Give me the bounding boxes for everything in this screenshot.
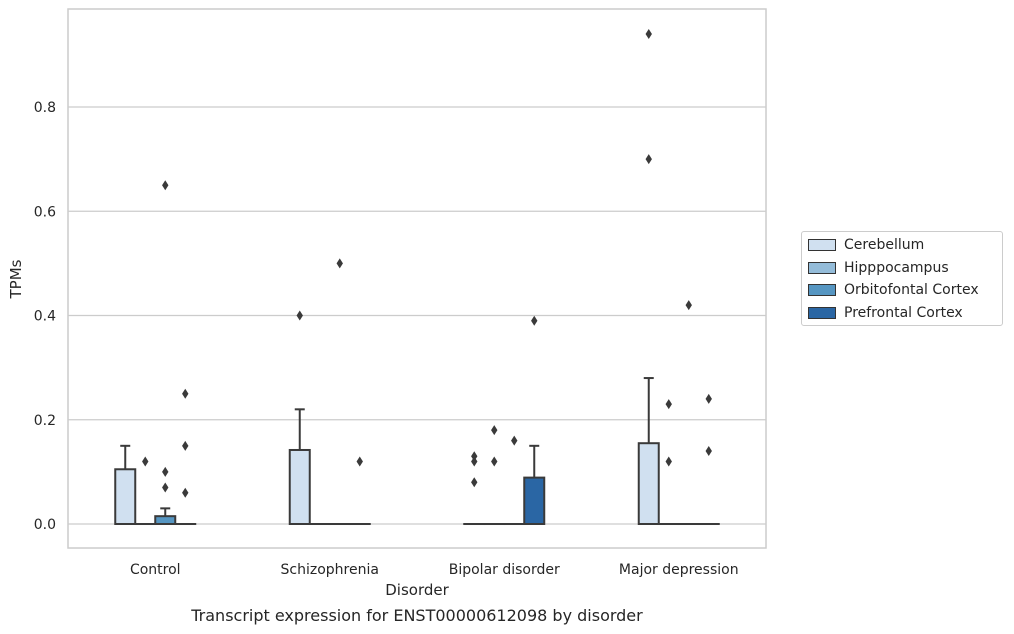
outlier-point <box>491 456 498 467</box>
box-cerebellum <box>637 442 660 525</box>
outlier-point <box>142 456 149 467</box>
outlier-point <box>705 393 712 404</box>
x-tick-label: Control <box>130 562 181 578</box>
y-tick-label: 0.0 <box>34 517 56 533</box>
y-axis-label: TPMs <box>7 259 25 299</box>
outlier-point <box>296 310 303 321</box>
outlier-point <box>182 388 189 399</box>
legend-swatch <box>808 307 836 319</box>
legend-item-prefrontal-cortex: Prefrontal Cortex <box>808 303 963 323</box>
legend-label: Prefrontal Cortex <box>844 305 963 321</box>
x-tick-labels: Control Schizophrenia Bipolar disorder Majo… <box>130 562 739 578</box>
legend-label: Hipppocampus <box>844 260 949 276</box>
x-tick-label: Schizophrenia <box>281 562 379 578</box>
y-tick-label: 0.2 <box>34 413 56 429</box>
outlier-point <box>336 258 343 269</box>
outlier-point <box>665 456 672 467</box>
legend-swatch <box>808 284 836 296</box>
y-tick-label: 0.8 <box>34 100 56 116</box>
outlier-point <box>645 29 652 40</box>
outlier-marks <box>142 29 712 498</box>
outlier-point <box>356 456 363 467</box>
chart-caption: Transcript expression for ENST0000061209… <box>191 606 643 625</box>
plot-frame <box>67 8 767 549</box>
outlier-point <box>182 487 189 498</box>
legend-label: Orbitofontal Cortex <box>844 282 979 298</box>
x-tick-label: Major depression <box>619 562 739 578</box>
legend-swatch <box>808 262 836 274</box>
gridlines <box>68 106 766 525</box>
y-tick-labels: 0.0 0.2 0.4 0.6 0.8 <box>34 100 56 533</box>
outlier-point <box>685 300 692 311</box>
legend-item-hipppocampus: Hipppocampus <box>808 258 949 278</box>
box-prefrontal-cortex <box>523 476 546 526</box>
legend: Cerebellum Hipppocampus Orbitofontal Cor… <box>801 231 1003 326</box>
outlier-point <box>531 315 538 326</box>
outlier-point <box>705 446 712 457</box>
box-cerebellum <box>114 468 137 525</box>
outlier-point <box>471 477 478 488</box>
x-axis-label: Disorder <box>385 581 449 599</box>
outlier-point <box>491 425 498 436</box>
outlier-point <box>162 482 169 493</box>
outlier-point <box>162 180 169 191</box>
outlier-point <box>182 440 189 451</box>
outlier-point <box>511 435 518 446</box>
legend-swatch <box>808 239 836 251</box>
y-tick-label: 0.6 <box>34 204 56 220</box>
outlier-point <box>645 154 652 165</box>
outlier-point <box>471 456 478 467</box>
outlier-point <box>471 451 478 462</box>
outlier-point <box>162 466 169 477</box>
y-tick-label: 0.4 <box>34 309 56 325</box>
legend-item-orbitofontal-cortex: Orbitofontal Cortex <box>808 280 979 300</box>
x-tick-label: Bipolar disorder <box>449 562 560 578</box>
box-marks <box>114 377 720 526</box>
box-cerebellum <box>288 448 311 526</box>
legend-item-cerebellum: Cerebellum <box>808 235 924 255</box>
box-orbitofontal-cortex <box>154 515 177 526</box>
outlier-point <box>665 399 672 410</box>
legend-label: Cerebellum <box>844 237 925 253</box>
